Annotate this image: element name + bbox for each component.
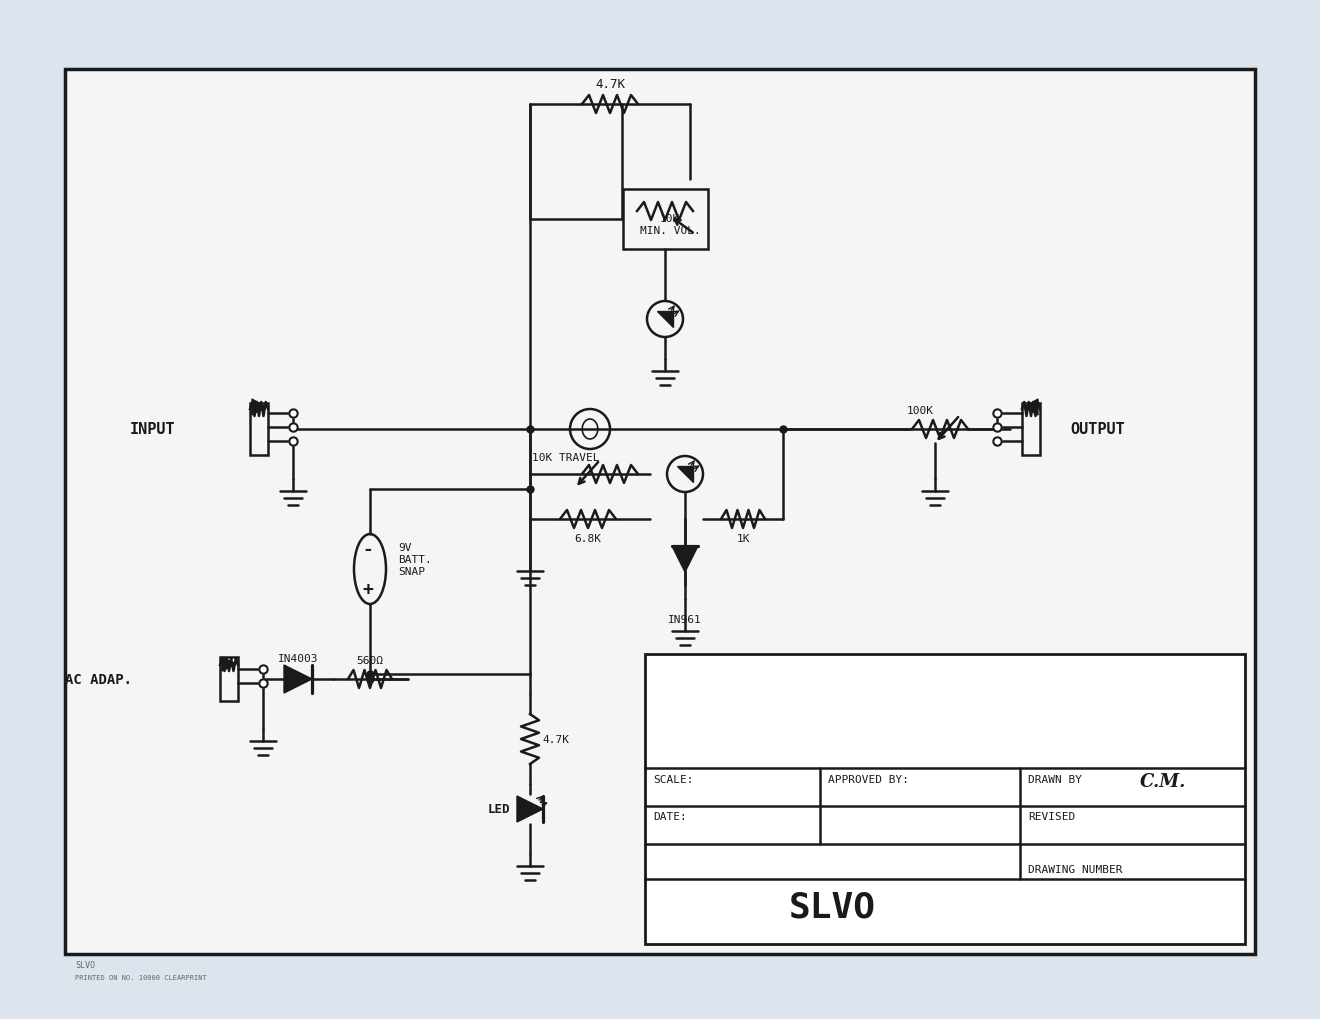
Text: DATE:: DATE: <box>653 811 686 821</box>
Text: 560Ω: 560Ω <box>356 655 384 665</box>
Text: 10K TRAVEL: 10K TRAVEL <box>532 452 599 463</box>
Text: -: - <box>363 540 374 558</box>
Text: 10K
MIN. VOL.: 10K MIN. VOL. <box>640 214 701 235</box>
Text: 100K: 100K <box>907 406 933 416</box>
Bar <box>65 70 1255 954</box>
Text: INPUT: INPUT <box>129 422 176 437</box>
Text: 6.8K: 6.8K <box>574 534 602 543</box>
Bar <box>220 657 238 701</box>
Text: 4.7K: 4.7K <box>595 77 624 91</box>
Text: OUTPUT: OUTPUT <box>1071 422 1125 437</box>
Polygon shape <box>677 467 693 483</box>
Text: SLVO: SLVO <box>788 891 875 924</box>
Polygon shape <box>672 546 698 573</box>
Text: SLVO: SLVO <box>75 960 95 969</box>
Text: SCALE:: SCALE: <box>653 774 693 785</box>
Text: AC ADAP.: AC ADAP. <box>65 673 132 687</box>
Polygon shape <box>517 796 543 822</box>
Text: 9V
BATT.
SNAP: 9V BATT. SNAP <box>399 543 432 576</box>
Polygon shape <box>657 312 673 328</box>
Polygon shape <box>1024 399 1038 416</box>
Text: 1K: 1K <box>737 534 750 543</box>
Text: LED: LED <box>487 803 510 815</box>
Text: DRAWN BY: DRAWN BY <box>1028 774 1082 785</box>
Polygon shape <box>222 657 236 672</box>
Text: REVISED: REVISED <box>1028 811 1076 821</box>
Polygon shape <box>252 399 267 416</box>
Text: C.M.: C.M. <box>1140 772 1187 790</box>
Bar <box>249 404 268 455</box>
Text: IN4003: IN4003 <box>277 653 318 663</box>
Text: 4.7K: 4.7K <box>543 735 569 744</box>
Bar <box>645 654 1245 944</box>
Text: IN961: IN961 <box>668 614 702 625</box>
Bar <box>623 190 708 250</box>
Text: +: + <box>363 581 374 598</box>
Text: DRAWING NUMBER: DRAWING NUMBER <box>1028 864 1122 874</box>
Polygon shape <box>284 665 312 693</box>
Bar <box>1022 404 1040 455</box>
Text: PRINTED ON NO. 10000 CLEARPRINT: PRINTED ON NO. 10000 CLEARPRINT <box>75 974 207 980</box>
Text: APPROVED BY:: APPROVED BY: <box>828 774 909 785</box>
